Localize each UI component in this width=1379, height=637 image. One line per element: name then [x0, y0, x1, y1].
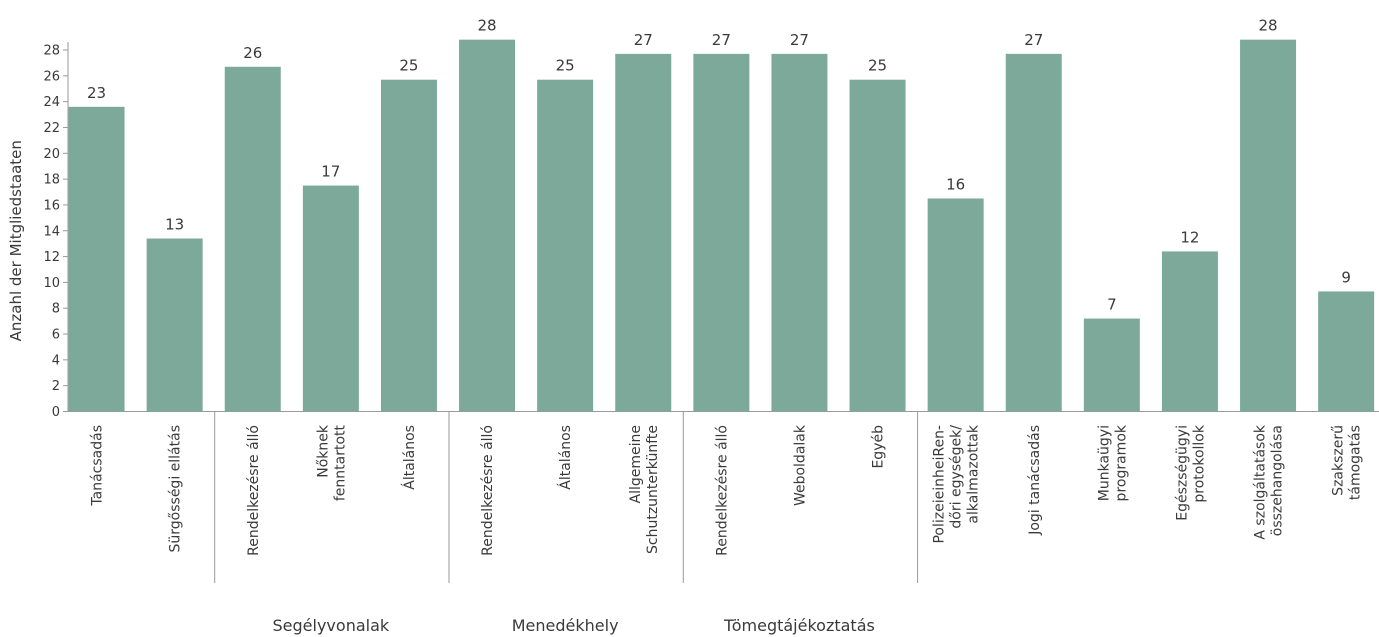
y-tick-label: 2 [52, 379, 60, 394]
value-label: 25 [556, 57, 575, 75]
category-label: fenntartott [332, 425, 348, 502]
y-tick-label: 26 [43, 69, 60, 84]
bar [224, 66, 281, 412]
bar [771, 53, 828, 412]
bar [1240, 39, 1297, 412]
value-label: 28 [478, 17, 497, 35]
group-label: Menedékhely [512, 616, 619, 635]
bar [693, 53, 750, 412]
category-label: protokollok [1191, 424, 1207, 502]
value-label: 9 [1341, 268, 1351, 286]
category-label: A szolgáltatások [1253, 424, 1269, 539]
group-label: Tömegtájékoztatás [723, 616, 875, 635]
value-label: 28 [1259, 17, 1278, 35]
y-tick-label: 10 [43, 276, 60, 291]
y-tick-label: 8 [52, 302, 60, 317]
value-label: 7 [1107, 296, 1117, 314]
category-label: Sürgősségi ellátás [168, 425, 184, 552]
category-label: Weboldalak [792, 424, 808, 506]
category-label: Munkaügyi [1096, 425, 1112, 501]
y-axis-title: Anzahl der Mitgliedstaaten [7, 140, 25, 341]
bar [615, 53, 672, 412]
group-label: Segélyvonalak [273, 616, 390, 635]
y-tick-label: 18 [43, 173, 60, 188]
category-label: Általános [401, 425, 418, 490]
category-label: Rendelkezésre álló [714, 425, 730, 556]
bar [537, 79, 594, 412]
y-tick-label: 6 [52, 328, 60, 343]
value-label: 27 [790, 31, 809, 49]
category-label: Egyéb [871, 425, 887, 469]
bar [1005, 53, 1062, 412]
bar [849, 79, 906, 412]
category-label: Tanácsadás [90, 425, 106, 507]
bars [68, 39, 1375, 412]
y-tick-label: 20 [43, 147, 60, 162]
value-label: 26 [243, 44, 262, 62]
y-tick-label: 4 [52, 353, 60, 368]
category-label: PolizeieinheiRen- [932, 425, 948, 544]
category-label: dőri egységek/ [949, 425, 965, 529]
y-tick-label: 0 [52, 405, 60, 420]
value-label: 25 [868, 57, 887, 75]
y-tick-label: 22 [43, 121, 60, 136]
category-label: összehangolása [1270, 425, 1286, 536]
value-label: 17 [321, 163, 340, 181]
value-label: 25 [399, 57, 418, 75]
bar [68, 106, 125, 412]
category-label: Allgemeine [628, 425, 644, 503]
value-label: 23 [87, 84, 106, 102]
value-label: 12 [1180, 228, 1199, 246]
bar [459, 39, 516, 412]
y-tick-label: 16 [43, 198, 60, 213]
category-label: Nőknek [315, 424, 331, 478]
bar [1161, 251, 1218, 412]
category-label: alkalmazottak [966, 424, 982, 523]
value-label: 27 [712, 31, 731, 49]
value-label: 13 [165, 215, 184, 233]
bar [1318, 291, 1375, 412]
value-label: 16 [946, 175, 965, 193]
category-label: támogatás [1348, 425, 1364, 500]
category-label: Szakszerű [1331, 425, 1347, 496]
category-label: Rendelkezésre álló [480, 425, 496, 556]
category-label: Általános [557, 425, 574, 490]
category-labels: Tanácsadás Sürgősségi ellátás Rendelkezésr… [90, 424, 1364, 556]
category-label: programok [1113, 424, 1129, 501]
y-tick-label: 28 [43, 44, 60, 59]
value-labels: 23 13 26 17 25 28 25 27 27 27 25 16 27 7 12 28 9 [87, 17, 1351, 314]
bar [380, 79, 437, 412]
category-label: Egészségügyi [1174, 425, 1190, 521]
category-label: Rendelkezésre álló [246, 425, 262, 556]
group-labels: Segélyvonalak Menedékhely Tömegtájékoztatá… [273, 616, 875, 635]
bar [927, 198, 984, 412]
bar [1083, 318, 1140, 412]
category-label: Jogi tanácsadás [1027, 425, 1043, 536]
y-tick-label: 24 [43, 95, 60, 110]
bar [302, 185, 359, 412]
y-tick-label: 12 [43, 250, 60, 265]
value-label: 27 [1024, 31, 1043, 49]
y-tick-label: 14 [43, 224, 60, 239]
bar [146, 238, 203, 412]
value-label: 27 [634, 31, 653, 49]
category-label: Schutzunterkünfte [645, 425, 661, 554]
